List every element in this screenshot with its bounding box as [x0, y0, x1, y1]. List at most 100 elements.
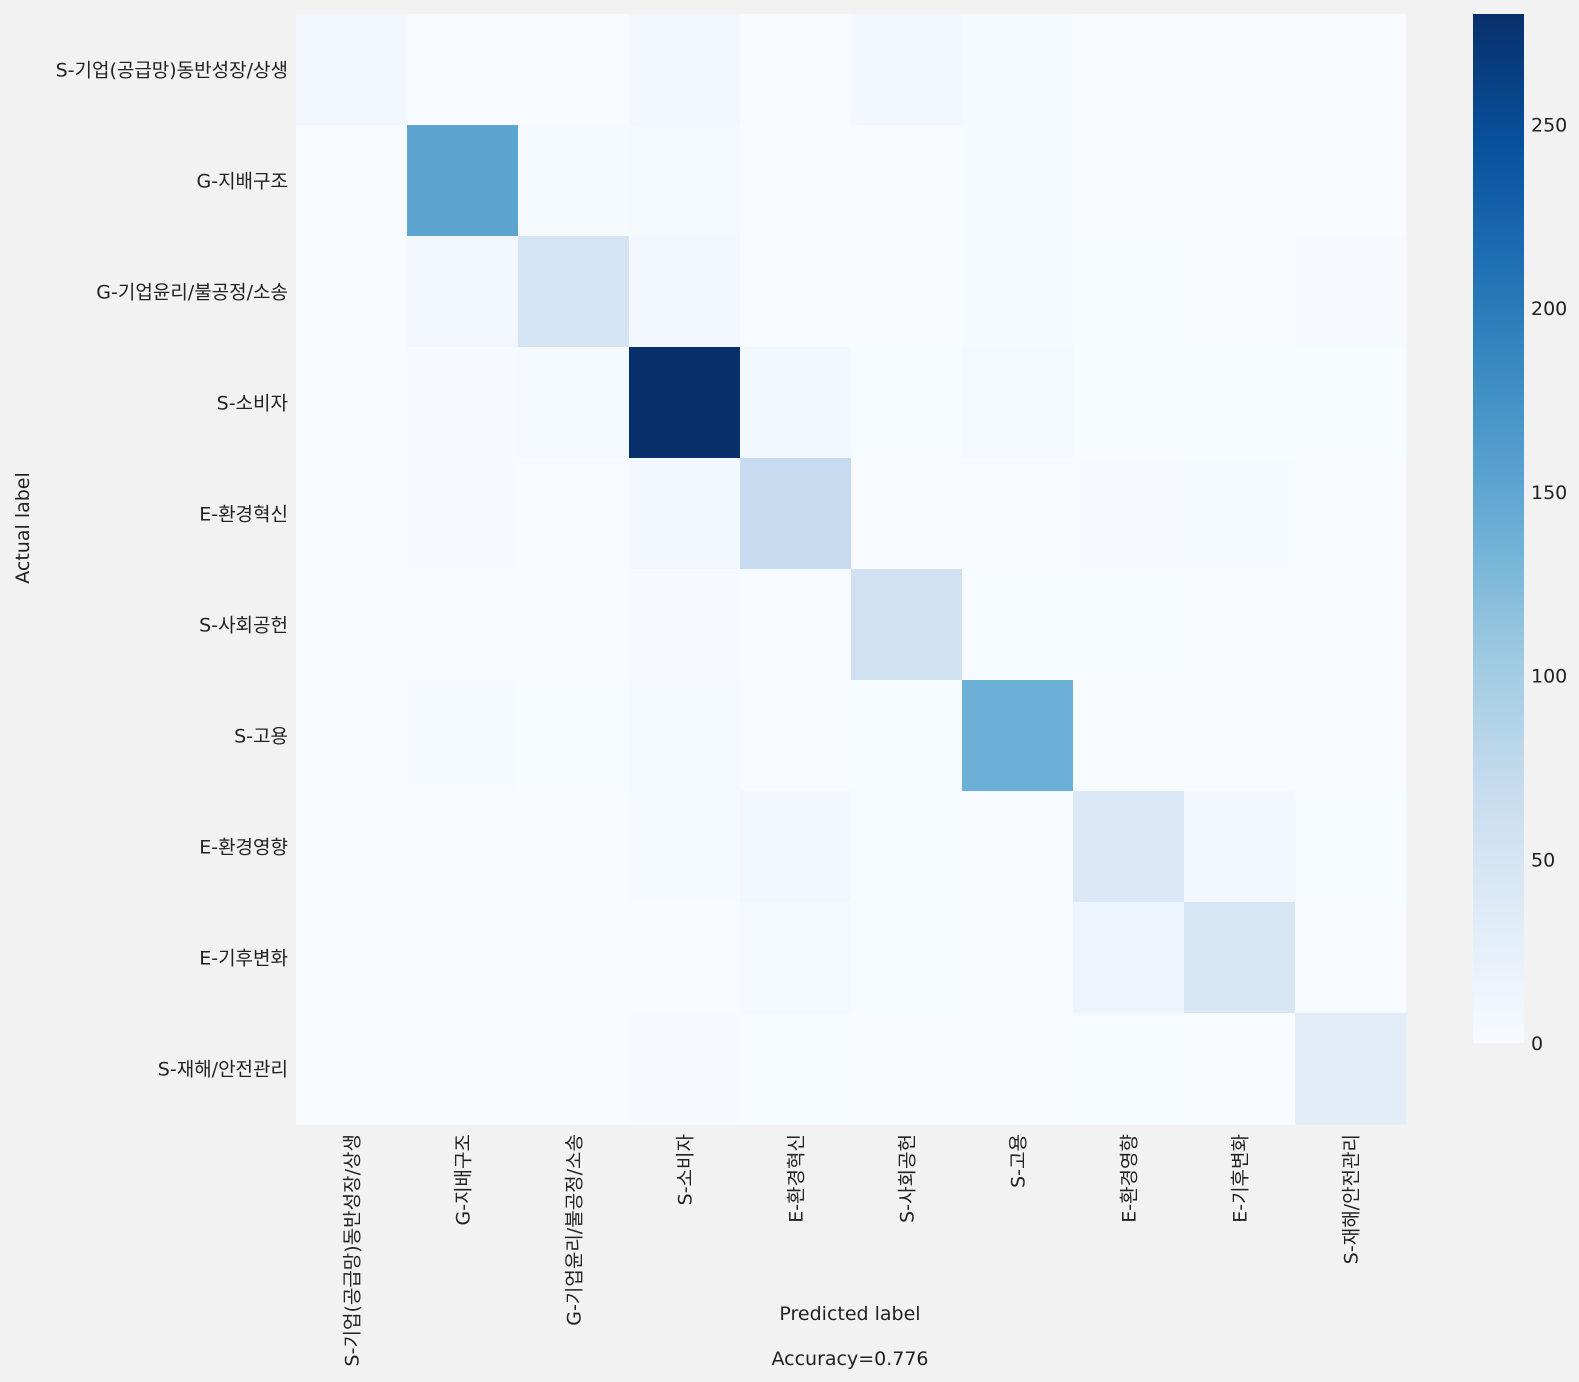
x-axis-label: Predicted label — [779, 1303, 920, 1325]
heatmap-cell — [1295, 347, 1407, 459]
colorbar-tick-label: 0 — [1531, 1033, 1543, 1055]
x-tick-label: E-환경영향 — [1119, 1134, 1141, 1223]
heatmap-cell — [962, 458, 1074, 570]
x-tick-label: S-재해/안전관리 — [1341, 1134, 1363, 1264]
heatmap-cell — [740, 14, 852, 126]
y-tick-label: S-소비자 — [217, 393, 288, 415]
heatmap-cell — [962, 236, 1074, 348]
heatmap-cell — [851, 347, 963, 459]
x-tick-label: G-기업윤리/불공정/소송 — [564, 1134, 586, 1326]
heatmap-cell — [629, 791, 741, 903]
heatmap-cell — [740, 791, 852, 903]
y-tick-label: S-재해/안전관리 — [158, 1059, 288, 1081]
colorbar-tick-label: 150 — [1531, 482, 1567, 504]
y-tick-label: S-기업(공급망)동반성장/상생 — [56, 60, 288, 82]
heatmap-cell — [1184, 680, 1296, 792]
heatmap-cell — [962, 680, 1074, 792]
heatmap-cell — [1295, 1013, 1407, 1125]
heatmap-cell — [1073, 14, 1185, 126]
accuracy-footer: Accuracy=0.776 — [771, 1348, 928, 1370]
heatmap-cell — [518, 14, 630, 126]
heatmap-cell — [962, 569, 1074, 681]
heatmap-cell — [1073, 1013, 1185, 1125]
heatmap-cell — [629, 125, 741, 237]
heatmap-cell — [629, 902, 741, 1014]
x-tick-label: S-사회공헌 — [897, 1134, 919, 1223]
heatmap-cell — [1184, 14, 1296, 126]
heatmap-cell — [851, 902, 963, 1014]
heatmap-cell — [851, 791, 963, 903]
heatmap-cell — [296, 14, 408, 126]
heatmap-cell — [851, 680, 963, 792]
heatmap-cell — [296, 680, 408, 792]
y-tick-label: E-환경혁신 — [199, 504, 288, 526]
heatmap-cell — [296, 125, 408, 237]
colorbar — [1473, 14, 1524, 1043]
heatmap-cell — [296, 347, 408, 459]
x-tick-label: G-지배구조 — [453, 1134, 475, 1226]
heatmap-cell — [1184, 902, 1296, 1014]
heatmap-cell — [296, 236, 408, 348]
y-tick-label: E-환경영향 — [199, 837, 288, 859]
x-tick-labels: S-기업(공급망)동반성장/상생 G-지배구조 G-기업윤리/불공정/소송 S-소비자… — [342, 1134, 1363, 1366]
heatmap-cell — [518, 458, 630, 570]
heatmap-cell — [740, 1013, 852, 1125]
heatmap-cell — [851, 236, 963, 348]
heatmap-cell — [1073, 236, 1185, 348]
heatmap-cell — [1073, 680, 1185, 792]
heatmap-cell — [962, 791, 1074, 903]
heatmap-cell — [629, 458, 741, 570]
heatmap-cell — [962, 902, 1074, 1014]
heatmap-cell — [851, 1013, 963, 1125]
colorbar-ticks: 0 50 100 150 200 250 — [1531, 114, 1567, 1055]
heatmap-cell — [296, 458, 408, 570]
heatmap-cell — [407, 347, 519, 459]
heatmap-cell — [518, 236, 630, 348]
heatmap-cell — [296, 569, 408, 681]
heatmap-cell — [518, 1013, 630, 1125]
heatmap-cell — [1184, 458, 1296, 570]
heatmap-cell — [1295, 680, 1407, 792]
heatmap-cell — [518, 125, 630, 237]
heatmap-cell — [1295, 14, 1407, 126]
heatmap-cell — [851, 569, 963, 681]
heatmap-cell — [407, 458, 519, 570]
x-tick-label: S-기업(공급망)동반성장/상생 — [342, 1134, 364, 1366]
heatmap-cell — [851, 458, 963, 570]
heatmap-cell — [518, 902, 630, 1014]
heatmap-cell — [740, 902, 852, 1014]
heatmap-cell — [407, 569, 519, 681]
heatmap-cell — [1073, 569, 1185, 681]
y-tick-label: G-지배구조 — [197, 171, 289, 193]
heatmap-cell — [962, 1013, 1074, 1125]
x-tick-label: E-환경혁신 — [786, 1134, 808, 1223]
heatmap-cell — [1184, 1013, 1296, 1125]
y-tick-label: S-고용 — [234, 726, 288, 748]
heatmap-cell — [740, 125, 852, 237]
heatmap-cell — [1184, 347, 1296, 459]
heatmap-cell — [518, 569, 630, 681]
heatmap-cell — [296, 902, 408, 1014]
heatmap-cell — [962, 125, 1074, 237]
heatmap-cell — [1295, 236, 1407, 348]
heatmap-cell — [740, 236, 852, 348]
heatmap-cell — [1295, 902, 1407, 1014]
heatmap-cell — [407, 236, 519, 348]
heatmap-cell — [1073, 347, 1185, 459]
heatmap-cell — [1073, 791, 1185, 903]
heatmap-cell — [629, 680, 741, 792]
y-tick-labels: S-기업(공급망)동반성장/상생 G-지배구조 G-기업윤리/불공정/소송 S-소비자… — [56, 60, 288, 1081]
heatmap-cell — [740, 569, 852, 681]
y-tick-label: G-기업윤리/불공정/소송 — [96, 282, 288, 304]
heatmap-cell — [629, 569, 741, 681]
heatmap-cell — [407, 125, 519, 237]
heatmap-cell — [740, 458, 852, 570]
heatmap-cell — [1295, 458, 1407, 570]
heatmap-cell — [1295, 569, 1407, 681]
x-tick-label: E-기후변화 — [1230, 1134, 1252, 1223]
heatmap-cell — [629, 14, 741, 126]
heatmap-cell — [740, 680, 852, 792]
y-tick-label: E-기후변화 — [199, 948, 288, 970]
heatmap-cell — [629, 236, 741, 348]
